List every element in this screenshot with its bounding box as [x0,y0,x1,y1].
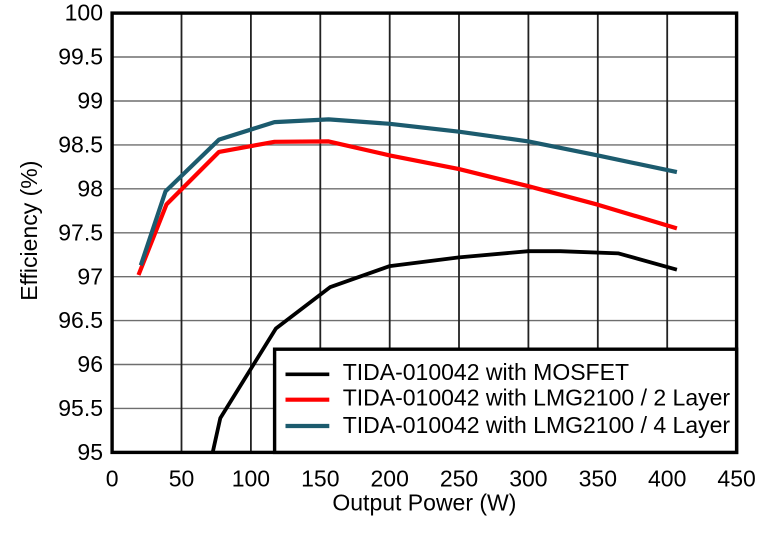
svg-text:97.5: 97.5 [58,219,103,245]
svg-text:250: 250 [440,466,478,492]
svg-text:95: 95 [77,439,103,465]
svg-text:150: 150 [301,466,339,492]
svg-text:Output Power (W): Output Power (W) [332,490,516,516]
svg-text:96.5: 96.5 [58,307,103,333]
svg-text:99: 99 [77,88,103,114]
svg-text:95.5: 95.5 [58,395,103,421]
svg-text:TIDA-010042 with MOSFET: TIDA-010042 with MOSFET [343,359,629,385]
svg-text:100: 100 [232,466,270,492]
svg-text:Efficiency (%): Efficiency (%) [16,161,42,301]
svg-text:98.5: 98.5 [58,132,103,158]
svg-text:200: 200 [371,466,409,492]
svg-text:98: 98 [77,175,103,201]
svg-text:TIDA-010042 with LMG2100 / 4 L: TIDA-010042 with LMG2100 / 4 Layer [343,412,731,438]
svg-text:400: 400 [648,466,686,492]
svg-text:0: 0 [106,466,119,492]
svg-text:96: 96 [77,351,103,377]
svg-text:350: 350 [579,466,617,492]
svg-text:99.5: 99.5 [58,44,103,70]
svg-text:97: 97 [77,263,103,289]
svg-text:100: 100 [65,0,103,26]
svg-text:300: 300 [509,466,547,492]
svg-text:50: 50 [169,466,195,492]
svg-text:TIDA-010042 with LMG2100 / 2 L: TIDA-010042 with LMG2100 / 2 Layer [343,385,731,411]
svg-text:450: 450 [717,466,755,492]
